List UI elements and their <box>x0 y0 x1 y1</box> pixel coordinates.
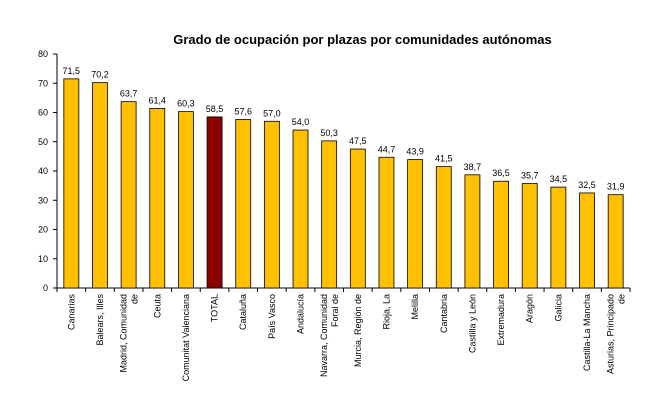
bar <box>263 120 280 289</box>
y-tick-label: 80 <box>38 49 48 59</box>
bar <box>63 78 80 289</box>
category-label: Cataluña <box>238 294 248 330</box>
bar <box>120 101 137 289</box>
bar <box>493 180 509 289</box>
bar <box>378 156 395 289</box>
data-label: 35,7 <box>521 171 539 181</box>
chart-title: Grado de ocupación por plazas por comuni… <box>173 32 552 47</box>
data-label: 41,5 <box>435 154 453 164</box>
y-tick-label: 40 <box>38 166 48 176</box>
data-label: 31,9 <box>607 182 625 192</box>
category-label: Balears, Illes <box>95 294 105 346</box>
category-label: Murcia, Región de <box>353 294 363 367</box>
y-tick-label: 10 <box>38 254 48 264</box>
category-label: Galicia <box>553 294 563 322</box>
bar <box>435 166 452 289</box>
bar <box>550 186 567 289</box>
category-label: TOTAL <box>210 294 220 322</box>
data-label: 54,0 <box>292 117 310 127</box>
data-label: 63,7 <box>120 89 138 99</box>
bar <box>178 111 194 289</box>
category-label: Melilla <box>410 294 420 320</box>
bar <box>521 183 538 289</box>
y-tick-label: 50 <box>38 137 48 147</box>
y-tick-label: 20 <box>38 225 48 235</box>
y-tick-label: 30 <box>38 195 48 205</box>
category-label: Extremadura <box>496 294 506 346</box>
category-label: Andalucía <box>296 294 306 334</box>
bar <box>349 148 366 289</box>
y-tick-label: 0 <box>43 283 48 293</box>
data-label: 43,9 <box>406 147 424 157</box>
bar <box>607 194 624 289</box>
data-label: 57,6 <box>234 107 252 117</box>
category-label: Cantabria <box>439 294 449 333</box>
bar <box>321 140 338 289</box>
category-label: Aragón <box>525 294 535 323</box>
data-label: 70,2 <box>91 70 109 80</box>
data-label: 50,3 <box>320 128 338 138</box>
y-tick-label: 60 <box>38 108 48 118</box>
data-label: 61,4 <box>149 95 167 105</box>
data-label: 32,5 <box>578 180 596 190</box>
data-label: 44,7 <box>378 144 396 154</box>
bar <box>464 174 481 289</box>
bar <box>235 119 252 289</box>
bar <box>292 129 309 289</box>
bar <box>149 108 166 289</box>
data-label: 60,3 <box>177 99 195 109</box>
category-label: Rioja, La <box>381 294 391 330</box>
data-label: 58,5 <box>206 104 224 114</box>
category-label: Castilla y León <box>467 294 477 353</box>
data-label: 36,5 <box>492 168 510 178</box>
data-label: 38,7 <box>464 162 482 172</box>
bar <box>92 82 108 289</box>
data-label: 71,5 <box>63 66 81 76</box>
y-tick-label: 70 <box>38 78 48 88</box>
bar <box>407 159 424 289</box>
category-label: País Vasco <box>267 294 277 339</box>
category-label: Ceuta <box>152 294 162 318</box>
bar <box>206 116 223 289</box>
category-label: Navarra, ComunidadForal de <box>319 294 340 377</box>
category-label: Comunitat Valenciana <box>181 294 191 381</box>
data-label: 34,5 <box>550 174 568 184</box>
category-label: Canarias <box>66 294 76 331</box>
bar <box>579 192 595 289</box>
category-label: Madrid, Comunidadde <box>119 294 140 373</box>
category-label: Asturias, Principadode <box>606 294 627 374</box>
data-label: 47,5 <box>349 136 367 146</box>
category-label: Castilla-La Mancha <box>582 294 592 371</box>
data-label: 57,0 <box>263 108 281 118</box>
